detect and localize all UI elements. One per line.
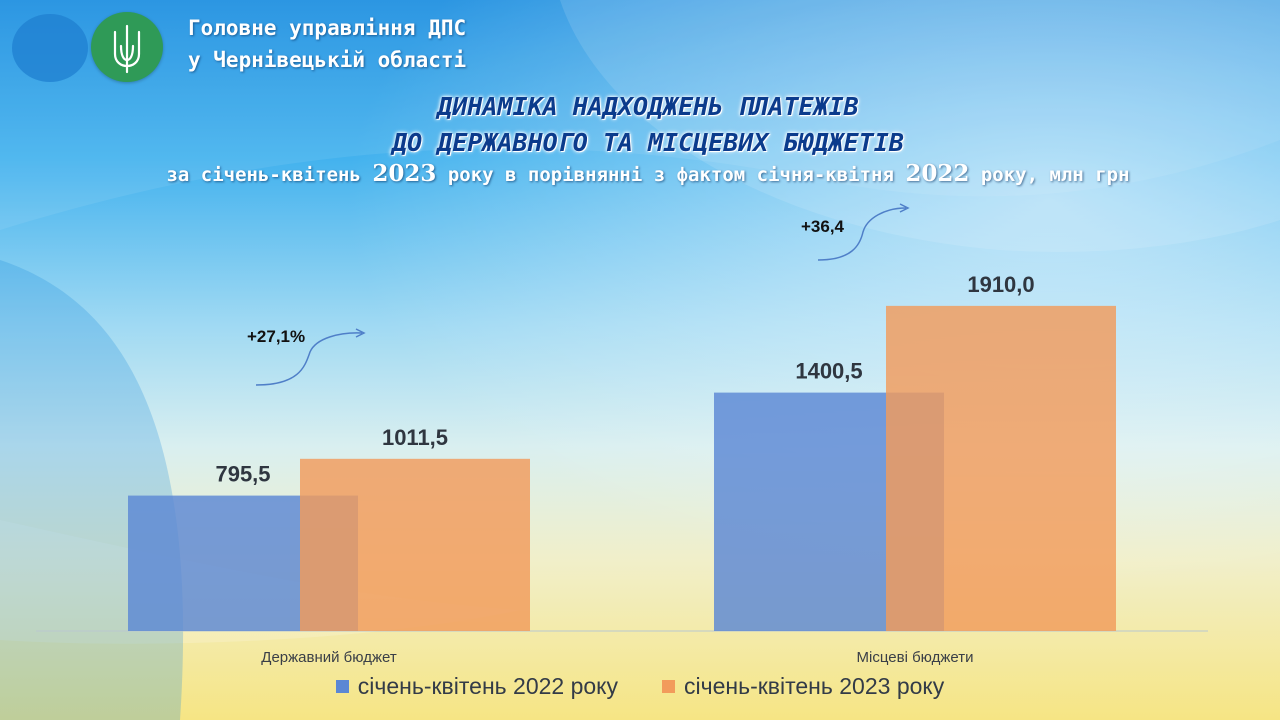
trident-emblem-icon: [91, 12, 163, 82]
legend-item-2023: січень-квітень 2023 року: [662, 673, 944, 700]
bar-2023-1: [886, 305, 1116, 631]
page-subtitle: за січень-квітень 2023 року в порівнянні…: [0, 160, 1280, 187]
growth-label-0: +27,1%: [247, 327, 305, 346]
legend-swatch-2022: [335, 680, 349, 693]
subtitle-text-2: року в порівнянні з фактом січня-квітня: [436, 164, 906, 186]
org-name-line2: у Чернівецькій області: [188, 48, 467, 72]
subtitle-text-1: за січень-квітень: [166, 164, 373, 186]
data-label-2023-0: 1011,5: [382, 425, 448, 450]
growth-arrowhead-1: [899, 203, 910, 213]
subtitle-text-3: року, млн грн: [969, 164, 1130, 186]
category-label-1: Місцеві бюджети: [857, 649, 974, 666]
growth-annotation-1: +36,4: [801, 203, 910, 261]
legend-label-2023: січень-квітень 2023 року: [684, 673, 945, 699]
category-label-0: Державний бюджет: [261, 649, 397, 666]
page-title-line2: ДО ДЕРЖАВНОГО ТА МІСЦЕВИХ БЮДЖЕТІВ: [392, 128, 904, 157]
growth-arrowhead-0: [355, 328, 366, 338]
legend-item-2022: січень-квітень 2022 року: [335, 673, 618, 700]
page-title-line1: ДИНАМІКА НАДХОДЖЕНЬ ПЛАТЕЖІВ: [437, 92, 859, 121]
data-label-2022-1: 1400,5: [795, 359, 862, 384]
chart-legend: січень-квітень 2022 року січень-квітень …: [0, 673, 1280, 700]
data-label-2023-1: 1910,0: [967, 272, 1034, 297]
data-label-2022-0: 795,5: [215, 462, 270, 487]
bar-2023-0: [300, 458, 530, 631]
subtitle-year-2: 2022: [905, 160, 970, 187]
org-name-line1: Головне управління ДПС: [188, 16, 467, 40]
decorative-circle: [12, 14, 88, 82]
bars-group: 795,5 1011,5 1400,5 1910,0: [128, 272, 1116, 631]
legend-swatch-2023: [662, 680, 675, 693]
legend-label-2022: січень-квітень 2022 року: [357, 673, 618, 699]
growth-annotation-0: +27,1%: [247, 327, 366, 386]
subtitle-year-1: 2023: [372, 160, 437, 187]
growth-arrow-0: [255, 332, 363, 386]
growth-label-1: +36,4: [801, 217, 845, 236]
growth-arrow-1: [817, 207, 907, 261]
